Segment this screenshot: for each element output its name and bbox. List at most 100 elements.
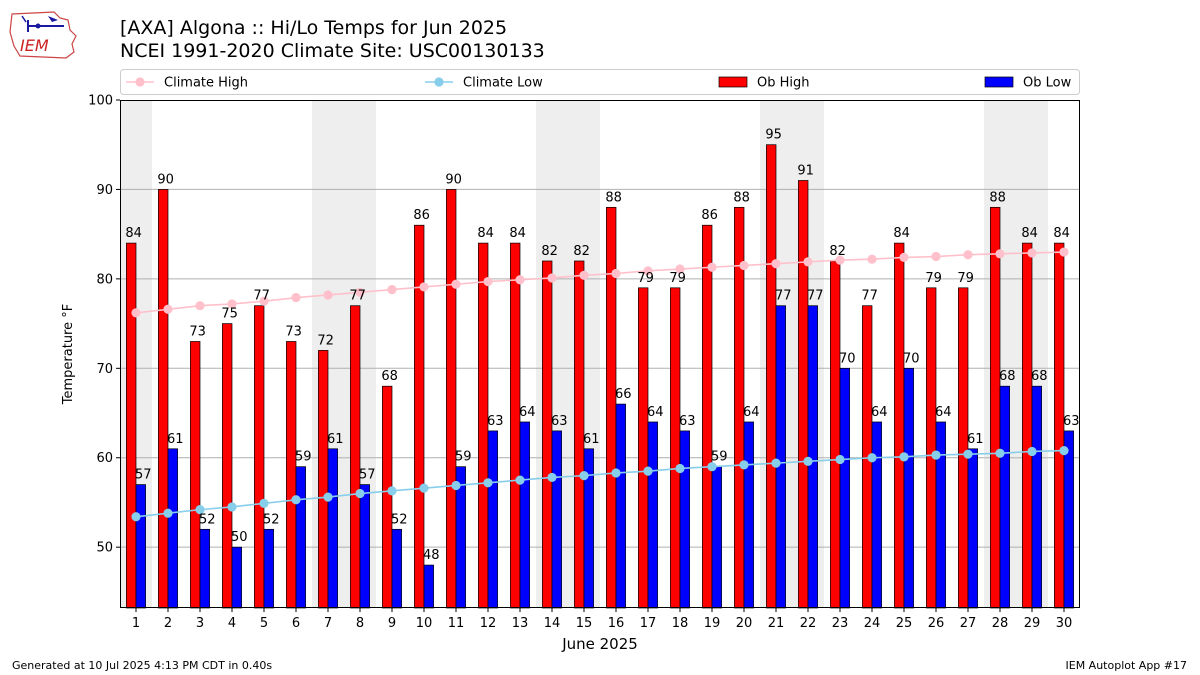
ob-high-bar-label: 79: [925, 271, 942, 286]
x-tick-label: 17: [640, 616, 657, 631]
ob-low-bar: [231, 546, 242, 609]
climate-high-point: [195, 301, 205, 311]
y-tick-label: 70: [96, 362, 113, 377]
climate-high-point: [419, 282, 429, 292]
ob-low-bar-label: 61: [327, 432, 344, 447]
x-tick-label: 9: [388, 616, 396, 631]
climate-high-point: [323, 290, 333, 300]
x-tick-label: 30: [1056, 616, 1073, 631]
x-tick-label: 12: [480, 616, 497, 631]
ob-high-bar-label: 84: [893, 226, 910, 241]
legend-climate-low-marker: [434, 77, 444, 87]
ob-low-bar: [679, 430, 690, 609]
ob-low-bar-label: 61: [583, 432, 600, 447]
climate-high-point: [867, 254, 877, 264]
autoplot-app-label: IEM Autoplot App #17: [1065, 659, 1188, 672]
ob-high-bar-label: 95: [765, 128, 782, 143]
ob-low-bar-label: 63: [551, 414, 568, 429]
ob-low-bar: [199, 528, 210, 609]
ob-low-bar: [1031, 385, 1042, 609]
plot-area-frame: [120, 100, 1080, 608]
ob-high-bar-label: 84: [125, 226, 142, 241]
ob-low-bar-label: 64: [871, 405, 888, 420]
ob-high-bar-label: 82: [541, 244, 558, 259]
climate-high-point: [899, 252, 909, 263]
climate-low-point: [611, 468, 621, 478]
ob-high-bar: [990, 206, 1001, 609]
ob-low-bar-label: 68: [1031, 369, 1048, 384]
svg-text:IEM: IEM: [20, 36, 49, 55]
x-tick-label: 29: [1024, 616, 1041, 631]
climate-high-point: [547, 273, 557, 283]
ob-low-bar-label: 77: [807, 289, 824, 304]
ob-high-bar: [542, 260, 553, 609]
ob-high-bar: [318, 350, 329, 609]
x-tick-label: 20: [736, 616, 753, 631]
ob-high-bar: [350, 305, 361, 609]
ob-low-bar-label: 52: [263, 512, 280, 527]
climate-low-point: [707, 462, 717, 472]
climate-low-point: [515, 475, 525, 485]
ob-low-bar: [711, 466, 722, 609]
ob-high-bar-label: 88: [733, 190, 750, 205]
ob-high-bar: [638, 287, 649, 609]
climate-low-point: [1027, 446, 1037, 457]
climate-high-point: [163, 304, 173, 314]
chart-subtitle: NCEI 1991-2020 Climate Site: USC00130133: [120, 40, 545, 62]
ob-high-bar-label: 72: [317, 333, 334, 348]
ob-high-bar: [510, 242, 521, 609]
y-tick-label: 50: [96, 541, 113, 556]
x-tick-label: 11: [448, 616, 465, 631]
y-tick-label: 100: [88, 94, 113, 109]
ob-low-bar-label: 63: [679, 414, 696, 429]
climate-high-point: [259, 296, 269, 306]
climate-low-point: [163, 508, 173, 518]
y-tick-label: 60: [96, 451, 113, 466]
ob-high-bar-label: 73: [285, 324, 302, 339]
ob-high-bar: [446, 189, 457, 609]
ob-low-bar: [903, 367, 914, 609]
ob-high-bar-label: 79: [957, 271, 974, 286]
climate-low-point: [195, 505, 205, 515]
climate-low-point: [963, 449, 973, 459]
climate-low-point: [291, 495, 301, 505]
climate-low-point: [323, 492, 333, 502]
ob-high-bar-label: 82: [829, 244, 846, 259]
ob-high-bar: [702, 224, 713, 609]
climate-low-point: [899, 452, 909, 462]
climate-high-point: [739, 260, 749, 271]
x-tick-label: 22: [800, 616, 817, 631]
generated-timestamp: Generated at 10 Jul 2025 4:13 PM CDT in …: [12, 659, 273, 672]
climate-low-point: [131, 512, 141, 522]
ob-low-bar-label: 59: [455, 450, 472, 465]
ob-low-bar-label: 77: [775, 289, 792, 304]
climate-high-point: [771, 259, 781, 269]
ob-low-bar: [295, 466, 306, 609]
y-tick-label: 80: [96, 272, 113, 287]
ob-high-bar-label: 86: [701, 208, 718, 223]
x-tick-label: 15: [576, 616, 593, 631]
ob-low-bar: [871, 421, 882, 609]
climate-high-point: [803, 257, 813, 267]
climate-high-point: [835, 255, 845, 265]
x-tick-label: 6: [292, 616, 300, 631]
ob-low-bar-label: 70: [839, 351, 856, 366]
legend-climate-high-marker: [135, 77, 145, 87]
ob-low-bar: [551, 430, 562, 609]
ob-low-bar: [487, 430, 498, 609]
ob-high-bar-label: 88: [989, 190, 1006, 205]
ob-low-bar-label: 52: [391, 512, 408, 527]
ob-high-bar: [382, 385, 393, 609]
ob-high-bar-label: 82: [573, 244, 590, 259]
x-tick-label: 5: [260, 616, 268, 631]
ob-low-bar-label: 57: [135, 468, 152, 483]
ob-high-bar-label: 91: [797, 163, 814, 178]
ob-high-bar-label: 68: [381, 369, 398, 384]
legend-ob-high-label: Ob High: [757, 76, 810, 91]
ob-low-bar: [423, 564, 434, 609]
ob-high-bar-label: 73: [189, 324, 206, 339]
legend-climate-low-label: Climate Low: [463, 76, 543, 91]
ob-low-bar-label: 64: [647, 405, 664, 420]
ob-high-bar-label: 84: [1021, 226, 1038, 241]
climate-low-point: [803, 456, 813, 466]
